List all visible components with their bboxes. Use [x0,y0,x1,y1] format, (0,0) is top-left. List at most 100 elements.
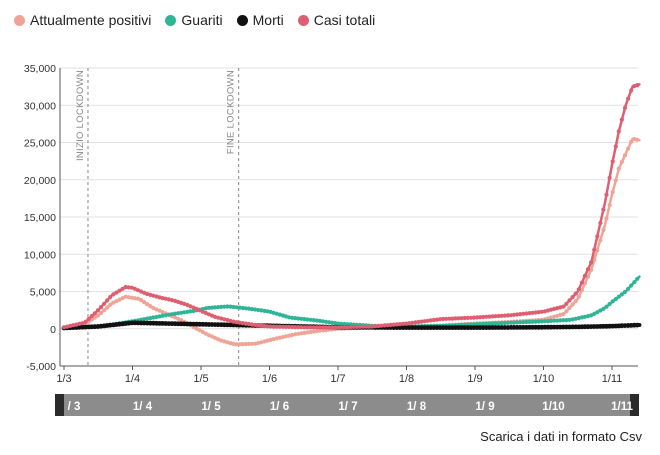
y-tick-label: 35,000 [24,63,56,75]
y-tick-label: -5,000 [26,361,56,373]
data-point [397,322,403,327]
data-point [502,320,507,326]
data-point [222,304,227,309]
data-point [564,309,569,314]
data-point [111,292,116,297]
data-point [515,320,520,325]
data-point [508,320,514,325]
data-point [453,316,458,321]
data-point [558,318,563,323]
data-point [589,260,594,265]
data-point [185,309,190,314]
data-point [188,309,193,314]
data-point [216,305,221,310]
data-point [148,304,153,309]
x-tick-label: 1/10 [533,373,554,385]
data-point [428,318,433,323]
data-point [431,317,436,323]
data-point [598,220,603,226]
data-point [296,325,301,330]
data-point [629,88,634,93]
data-point [475,322,480,327]
data-point [462,315,467,321]
data-point [212,305,218,310]
data-point [610,189,615,195]
legend-item[interactable]: Morti [236,12,284,28]
data-point [311,325,316,330]
legend-label: Attualmente positivi [30,12,152,28]
navigator-label: 1/11 [611,401,633,413]
data-point [253,322,258,327]
data-point [416,319,421,325]
data-point [305,317,310,322]
data-point [234,320,239,325]
data-point [249,307,255,312]
data-point [293,325,298,330]
data-point [616,294,621,299]
data-point [108,295,113,300]
navigator-left-handle[interactable] [55,394,64,416]
data-point [533,310,538,315]
data-point [305,330,310,335]
data-point [117,288,122,293]
data-point [172,311,178,316]
x-tick-label: 1/3 [56,373,71,385]
download-csv-link[interactable]: Scarica i dati in formato Csv [480,429,642,444]
data-point [521,320,526,325]
legend-dot-icon [236,14,248,26]
data-point [601,207,606,212]
data-point [475,315,480,320]
data-point [595,248,600,253]
data-point [293,332,298,337]
data-point [142,300,147,305]
data-point [293,316,298,321]
data-point [246,306,251,311]
data-point [339,325,344,330]
data-point [240,305,245,311]
x-tick-label: 1/6 [262,373,277,385]
data-point [382,323,387,328]
data-point [533,319,538,324]
navigator-right-handle[interactable] [630,394,639,416]
range-navigator[interactable] [55,394,639,416]
data-point [515,312,520,317]
data-point [348,324,353,330]
data-point [626,286,631,291]
data-point [305,325,310,330]
data-point [561,318,566,323]
data-point [237,320,242,325]
legend-item[interactable]: Casi totali [297,12,375,28]
data-point [268,324,273,329]
data-point [468,315,473,320]
data-point [524,319,529,325]
data-point [530,319,535,324]
data-point [129,295,134,300]
data-point [607,203,612,208]
data-point [311,329,316,334]
series-line [62,137,641,346]
data-point [555,318,560,323]
data-point [283,324,288,329]
data-point [484,314,489,319]
data-point [323,319,329,324]
data-point [98,305,104,310]
data-point [330,325,335,330]
data-point [616,129,621,134]
legend-item[interactable]: Guariti [165,12,223,28]
data-point [391,322,396,327]
data-point [323,325,329,330]
navigator-label: 1/ 9 [475,401,494,413]
data-point [286,315,292,320]
data-point [327,320,332,325]
navigator-label: / 3 [68,401,81,413]
data-point [521,311,526,316]
data-point [317,325,322,330]
data-point [105,298,110,303]
data-point [151,315,156,320]
data-point [511,312,517,317]
data-point [496,313,501,319]
legend-item[interactable]: Attualmente positivi [14,12,151,28]
data-point [536,319,541,324]
data-point [610,159,615,164]
data-point [635,137,640,142]
